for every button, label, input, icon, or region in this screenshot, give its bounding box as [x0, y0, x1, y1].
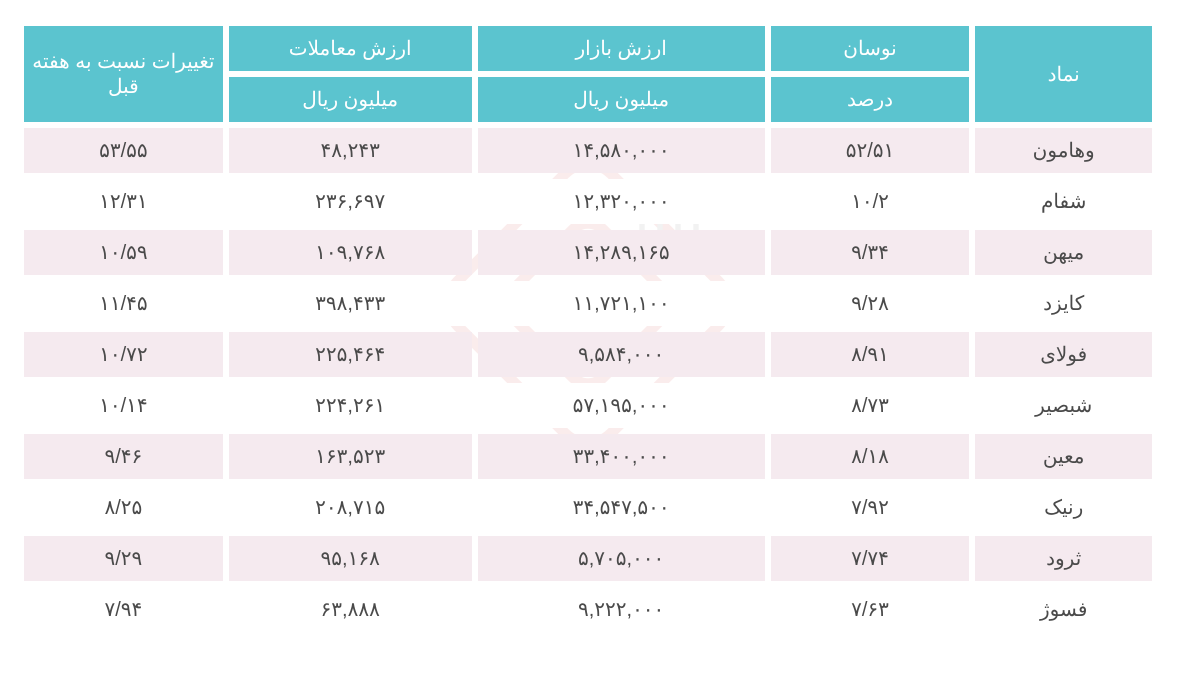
cell-volatility: ۹/۳۴	[771, 230, 970, 275]
cell-market-value: ۳۴,۵۴۷,۵۰۰	[478, 485, 765, 530]
cell-symbol: فولای	[975, 332, 1152, 377]
cell-weekly-change: ۷/۹۴	[24, 587, 223, 632]
cell-volatility: ۵۲/۵۱	[771, 128, 970, 173]
cell-trade-value: ۲۰۸,۷۱۵	[229, 485, 472, 530]
cell-trade-value: ۲۲۴,۲۶۱	[229, 383, 472, 428]
cell-volatility: ۷/۷۴	[771, 536, 970, 581]
cell-weekly-change: ۹/۴۶	[24, 434, 223, 479]
cell-trade-value: ۲۲۵,۴۶۴	[229, 332, 472, 377]
cell-weekly-change: ۱۰/۷۲	[24, 332, 223, 377]
cell-volatility: ۱۰/۲	[771, 179, 970, 224]
market-table-container: نماد نوسان ارزش بازار ارزش معاملات تغییر…	[18, 20, 1158, 638]
cell-market-value: ۵۷,۱۹۵,۰۰۰	[478, 383, 765, 428]
cell-trade-value: ۶۳,۸۸۸	[229, 587, 472, 632]
cell-volatility: ۹/۲۸	[771, 281, 970, 326]
cell-volatility: ۸/۱۸	[771, 434, 970, 479]
table-body: وهامون ۵۲/۵۱ ۱۴,۵۸۰,۰۰۰ ۴۸,۲۴۳ ۵۳/۵۵ شفا…	[24, 128, 1152, 632]
cell-trade-value: ۳۹۸,۴۳۳	[229, 281, 472, 326]
table-row: وهامون ۵۲/۵۱ ۱۴,۵۸۰,۰۰۰ ۴۸,۲۴۳ ۵۳/۵۵	[24, 128, 1152, 173]
cell-trade-value: ۲۳۶,۶۹۷	[229, 179, 472, 224]
table-row: شبصیر ۸/۷۳ ۵۷,۱۹۵,۰۰۰ ۲۲۴,۲۶۱ ۱۰/۱۴	[24, 383, 1152, 428]
cell-weekly-change: ۱۱/۴۵	[24, 281, 223, 326]
cell-symbol: ثرود	[975, 536, 1152, 581]
cell-symbol: معین	[975, 434, 1152, 479]
col-header-trade-value-unit: میلیون ریال	[229, 77, 472, 122]
table-row: ثرود ۷/۷۴ ۵,۷۰۵,۰۰۰ ۹۵,۱۶۸ ۹/۲۹	[24, 536, 1152, 581]
col-header-volatility-unit: درصد	[771, 77, 970, 122]
cell-weekly-change: ۸/۲۵	[24, 485, 223, 530]
cell-symbol: فسوژ	[975, 587, 1152, 632]
cell-market-value: ۹,۵۸۴,۰۰۰	[478, 332, 765, 377]
table-row: کایزد ۹/۲۸ ۱۱,۷۲۱,۱۰۰ ۳۹۸,۴۳۳ ۱۱/۴۵	[24, 281, 1152, 326]
table-row: میهن ۹/۳۴ ۱۴,۲۸۹,۱۶۵ ۱۰۹,۷۶۸ ۱۰/۵۹	[24, 230, 1152, 275]
cell-volatility: ۸/۷۳	[771, 383, 970, 428]
cell-weekly-change: ۱۰/۱۴	[24, 383, 223, 428]
table-row: فولای ۸/۹۱ ۹,۵۸۴,۰۰۰ ۲۲۵,۴۶۴ ۱۰/۷۲	[24, 332, 1152, 377]
cell-weekly-change: ۵۳/۵۵	[24, 128, 223, 173]
table-header: نماد نوسان ارزش بازار ارزش معاملات تغییر…	[24, 26, 1152, 122]
cell-market-value: ۱۱,۷۲۱,۱۰۰	[478, 281, 765, 326]
cell-symbol: میهن	[975, 230, 1152, 275]
table-row: رنیک ۷/۹۲ ۳۴,۵۴۷,۵۰۰ ۲۰۸,۷۱۵ ۸/۲۵	[24, 485, 1152, 530]
cell-trade-value: ۱۶۳,۵۲۳	[229, 434, 472, 479]
cell-volatility: ۷/۶۳	[771, 587, 970, 632]
market-table: نماد نوسان ارزش بازار ارزش معاملات تغییر…	[18, 20, 1158, 638]
cell-market-value: ۹,۲۲۲,۰۰۰	[478, 587, 765, 632]
cell-market-value: ۵,۷۰۵,۰۰۰	[478, 536, 765, 581]
cell-trade-value: ۱۰۹,۷۶۸	[229, 230, 472, 275]
cell-market-value: ۱۲,۳۲۰,۰۰۰	[478, 179, 765, 224]
col-header-market-value-unit: میلیون ریال	[478, 77, 765, 122]
cell-market-value: ۱۴,۲۸۹,۱۶۵	[478, 230, 765, 275]
cell-volatility: ۸/۹۱	[771, 332, 970, 377]
cell-weekly-change: ۹/۲۹	[24, 536, 223, 581]
cell-symbol: شفام	[975, 179, 1152, 224]
cell-volatility: ۷/۹۲	[771, 485, 970, 530]
table-row: معین ۸/۱۸ ۳۳,۴۰۰,۰۰۰ ۱۶۳,۵۲۳ ۹/۴۶	[24, 434, 1152, 479]
col-header-symbol: نماد	[975, 26, 1152, 122]
cell-market-value: ۳۳,۴۰۰,۰۰۰	[478, 434, 765, 479]
cell-weekly-change: ۱۲/۳۱	[24, 179, 223, 224]
table-row: شفام ۱۰/۲ ۱۲,۳۲۰,۰۰۰ ۲۳۶,۶۹۷ ۱۲/۳۱	[24, 179, 1152, 224]
cell-symbol: رنیک	[975, 485, 1152, 530]
cell-symbol: شبصیر	[975, 383, 1152, 428]
cell-trade-value: ۴۸,۲۴۳	[229, 128, 472, 173]
col-header-market-value-top: ارزش بازار	[478, 26, 765, 71]
cell-weekly-change: ۱۰/۵۹	[24, 230, 223, 275]
cell-trade-value: ۹۵,۱۶۸	[229, 536, 472, 581]
col-header-trade-value-top: ارزش معاملات	[229, 26, 472, 71]
col-header-weekly-change: تغییرات نسبت به هفته قبل	[24, 26, 223, 122]
col-header-volatility-top: نوسان	[771, 26, 970, 71]
cell-market-value: ۱۴,۵۸۰,۰۰۰	[478, 128, 765, 173]
cell-symbol: کایزد	[975, 281, 1152, 326]
table-row: فسوژ ۷/۶۳ ۹,۲۲۲,۰۰۰ ۶۳,۸۸۸ ۷/۹۴	[24, 587, 1152, 632]
cell-symbol: وهامون	[975, 128, 1152, 173]
